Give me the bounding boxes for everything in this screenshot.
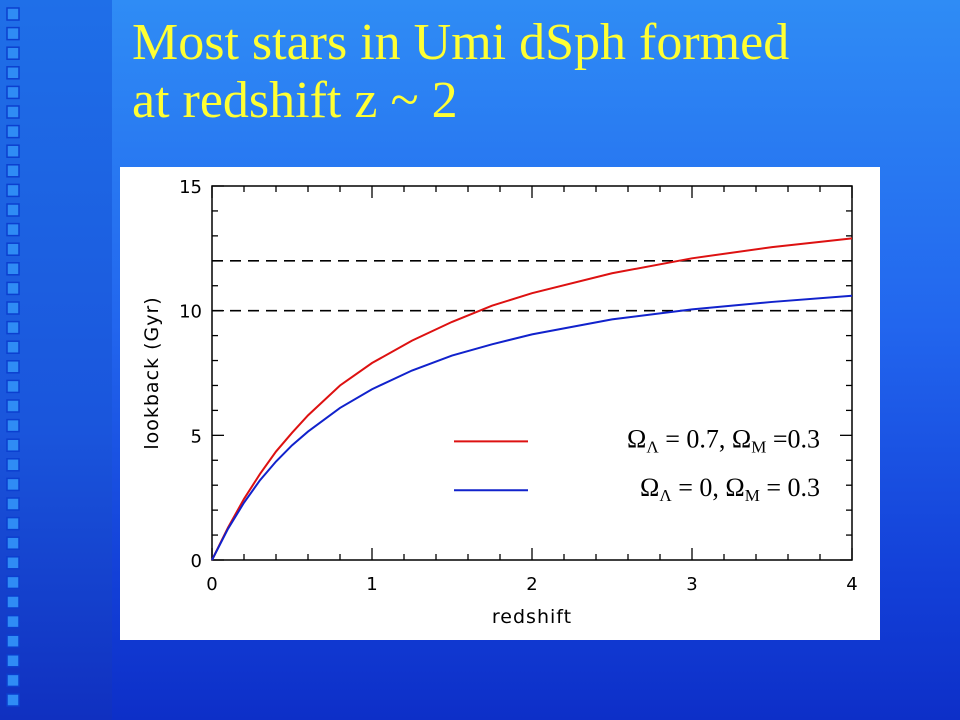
decoration-square bbox=[6, 46, 20, 60]
series-line-2 bbox=[211, 294, 853, 561]
decoration-square bbox=[6, 536, 20, 550]
x-tick-label: 4 bbox=[846, 574, 857, 595]
chart-panel: 0 1 2 3 4 0 5 10 15 redshift lookback (Gyr) ΩΛ = 0.… bbox=[120, 167, 880, 640]
decoration-square bbox=[6, 7, 20, 21]
decoration-square bbox=[6, 26, 20, 41]
square-column-decoration bbox=[6, 7, 20, 707]
decoration-square bbox=[6, 262, 20, 276]
decoration-square bbox=[6, 320, 20, 335]
decoration-square bbox=[6, 693, 20, 707]
decoration-square bbox=[6, 595, 20, 609]
decoration-square bbox=[6, 614, 20, 629]
decoration-square bbox=[6, 164, 20, 178]
decoration-square bbox=[6, 183, 20, 198]
title-line-2: at redshift z ~ 2 bbox=[132, 72, 458, 129]
decoration-square bbox=[6, 654, 20, 668]
legend-label-1: ΩΛ = 0.7, ΩM =0.3 bbox=[627, 424, 820, 456]
decoration-square bbox=[6, 673, 20, 688]
legend-label-2: ΩΛ = 0, ΩM = 0.3 bbox=[640, 473, 820, 505]
decoration-square bbox=[6, 379, 20, 394]
decoration-square bbox=[6, 66, 20, 80]
decoration-square bbox=[6, 477, 20, 492]
decoration-square bbox=[6, 144, 20, 158]
decoration-square bbox=[6, 281, 20, 296]
title-line-1: Most stars in Umi dSph formed bbox=[132, 14, 790, 71]
decoration-square bbox=[6, 242, 20, 256]
x-tick-label: 0 bbox=[206, 574, 217, 595]
decoration-square bbox=[6, 222, 20, 237]
decoration-square bbox=[6, 399, 20, 413]
x-axis-label: redshift bbox=[492, 606, 572, 628]
decoration-square bbox=[6, 497, 20, 511]
decoration-square bbox=[6, 360, 20, 374]
decoration-square bbox=[6, 124, 20, 139]
decoration-square bbox=[6, 418, 20, 433]
x-tick-label: 2 bbox=[526, 574, 537, 595]
y-axis-label: lookback (Gyr) bbox=[141, 296, 163, 449]
x-tick-label: 1 bbox=[366, 574, 377, 595]
decoration-square bbox=[6, 634, 20, 648]
decoration-square bbox=[6, 340, 20, 354]
decoration-square bbox=[6, 85, 20, 100]
y-tick-label: 10 bbox=[179, 302, 202, 323]
x-tick-label: 3 bbox=[686, 574, 697, 595]
series-line-1 bbox=[211, 237, 853, 561]
y-tick-label: 15 bbox=[179, 177, 202, 198]
lookback-redshift-chart: 0 1 2 3 4 0 5 10 15 redshift lookback (Gyr) ΩΛ = 0.… bbox=[141, 177, 858, 628]
slide-title: Most stars in Umi dSph formed at redshif… bbox=[132, 14, 932, 130]
y-tick-label: 0 bbox=[191, 551, 202, 572]
decoration-square bbox=[6, 458, 20, 472]
y-tick-label: 5 bbox=[191, 426, 202, 447]
decoration-square bbox=[6, 516, 20, 531]
decoration-square bbox=[6, 203, 20, 217]
decoration-square bbox=[6, 575, 20, 590]
decoration-square bbox=[6, 556, 20, 570]
decoration-square bbox=[6, 105, 20, 119]
decoration-square bbox=[6, 438, 20, 452]
decoration-square bbox=[6, 301, 20, 315]
